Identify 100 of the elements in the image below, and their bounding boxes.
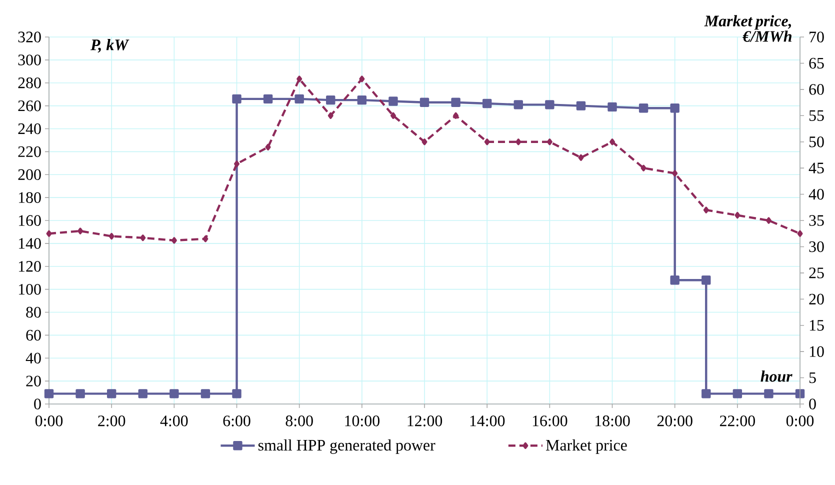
y-tick-label: 180 xyxy=(18,192,41,203)
x-axis-title: hour xyxy=(760,370,792,382)
x-tick-label: 20:00 xyxy=(657,416,692,426)
point xyxy=(797,230,803,237)
point xyxy=(703,206,709,214)
y2-tick-label: 60 xyxy=(809,84,824,95)
point xyxy=(78,228,84,234)
legend-label: Market price xyxy=(546,439,627,454)
point xyxy=(608,102,617,112)
point xyxy=(232,389,242,398)
y2-axis-title: Market price, €/MWh xyxy=(704,15,792,42)
x-tick-label: 6:00 xyxy=(223,416,250,426)
y2-tick-label: 10 xyxy=(810,346,824,357)
point xyxy=(576,101,586,110)
y2-tick-label: 0 xyxy=(809,398,816,410)
x-tick-label: 16:00 xyxy=(532,416,568,426)
point xyxy=(766,217,772,224)
point xyxy=(610,138,616,146)
point xyxy=(232,94,242,104)
legend-label: small HPP generated power xyxy=(258,439,436,454)
y-tick-label: 220 xyxy=(18,146,41,158)
point xyxy=(734,212,740,219)
point xyxy=(234,160,240,168)
point xyxy=(514,100,523,110)
y-tick-label: 260 xyxy=(18,100,41,112)
point xyxy=(453,112,459,119)
y-tick-label: 300 xyxy=(18,54,41,66)
y-tick-label: 140 xyxy=(18,238,41,249)
x-tick-label: 0:00 xyxy=(35,416,63,426)
point xyxy=(422,138,428,146)
y-tick-label: 320 xyxy=(18,32,41,42)
y2-tick-label: 70 xyxy=(810,32,824,42)
point xyxy=(546,138,552,146)
point xyxy=(516,138,522,146)
y-tick-label: 80 xyxy=(26,306,41,318)
point xyxy=(638,104,648,113)
point xyxy=(359,76,365,82)
point xyxy=(171,237,177,244)
point xyxy=(200,389,210,398)
y-tick-label: 160 xyxy=(18,215,41,226)
point xyxy=(670,104,680,113)
x-tick-label: 14:00 xyxy=(470,416,505,426)
y2-tick-label: 65 xyxy=(809,58,824,69)
point xyxy=(108,232,114,240)
y-tick-label: 40 xyxy=(26,352,41,364)
x-tick-label: 4:00 xyxy=(160,416,188,426)
point xyxy=(640,164,646,172)
y2-tick-label: 55 xyxy=(809,110,824,121)
y2-tick-label: 15 xyxy=(810,320,824,331)
y-tick-label: 280 xyxy=(18,78,41,88)
x-tick-label: 22:00 xyxy=(720,416,755,426)
y2-tick-label: 5 xyxy=(809,372,816,384)
y2-tick-label: 35 xyxy=(809,215,824,226)
point xyxy=(672,170,678,177)
y-tick-label: 240 xyxy=(18,123,41,134)
point xyxy=(670,276,680,285)
y-axis-title: P, kW xyxy=(90,39,130,53)
point xyxy=(764,389,774,398)
point xyxy=(294,94,304,104)
x-tick-label: 2:00 xyxy=(98,416,126,426)
x-tick-label: 18:00 xyxy=(596,416,630,426)
y-tick-label: 20 xyxy=(26,376,41,386)
point xyxy=(265,144,271,150)
point xyxy=(202,236,208,242)
point xyxy=(451,98,460,107)
y-tick-label: 120 xyxy=(18,261,41,272)
point xyxy=(138,389,148,398)
point xyxy=(357,95,367,105)
point xyxy=(46,230,52,237)
point xyxy=(484,138,490,146)
y-tick-label: 100 xyxy=(18,284,41,295)
x-tick-label: 10:00 xyxy=(345,416,380,426)
y2-tick-label: 40 xyxy=(808,188,824,200)
point xyxy=(296,76,302,82)
point xyxy=(388,96,398,106)
y-tick-label: 200 xyxy=(18,169,41,180)
point xyxy=(106,389,116,398)
x-tick-label: 8:00 xyxy=(286,416,313,426)
point xyxy=(328,112,334,119)
y2-tick-label: 20 xyxy=(809,294,824,305)
x-tick-label: 12:00 xyxy=(408,416,442,426)
y2-tick-label: 25 xyxy=(809,268,824,278)
point xyxy=(482,98,492,108)
y2-tick-label: 45 xyxy=(808,162,824,174)
point xyxy=(420,98,430,107)
y2-tick-label: 30 xyxy=(809,241,824,252)
point xyxy=(702,389,711,398)
point xyxy=(44,389,54,398)
point xyxy=(170,389,179,398)
point xyxy=(702,276,711,285)
point xyxy=(795,389,805,398)
point xyxy=(140,234,146,242)
point xyxy=(326,95,336,105)
point xyxy=(263,94,273,104)
y-tick-label: 60 xyxy=(26,330,41,341)
y-tick-label: 0 xyxy=(34,398,41,410)
point xyxy=(545,100,554,110)
point xyxy=(390,112,396,119)
point xyxy=(732,389,742,398)
point xyxy=(76,389,85,398)
